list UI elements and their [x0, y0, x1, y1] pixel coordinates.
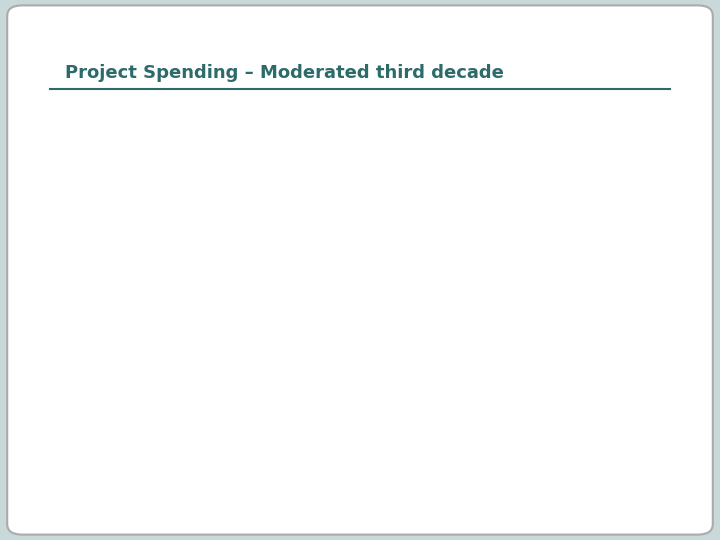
Bar [450, 103, 688, 478]
Title: RATA ACCOUNT ACTIVITY EACH CALENDAR YEAR
projected to December 2010: RATA ACCOUNT ACTIVITY EACH CALENDAR YEAR… [259, 76, 511, 98]
Legend: REVENUE, YEAR-END BALANCE, EXPENDITURES: REVENUE, YEAR-END BALANCE, EXPENDITURES [94, 212, 235, 265]
X-axis label: YEAR: YEAR [370, 523, 400, 536]
Text: Project Spending – Moderated third decade: Project Spending – Moderated third decad… [65, 64, 504, 82]
